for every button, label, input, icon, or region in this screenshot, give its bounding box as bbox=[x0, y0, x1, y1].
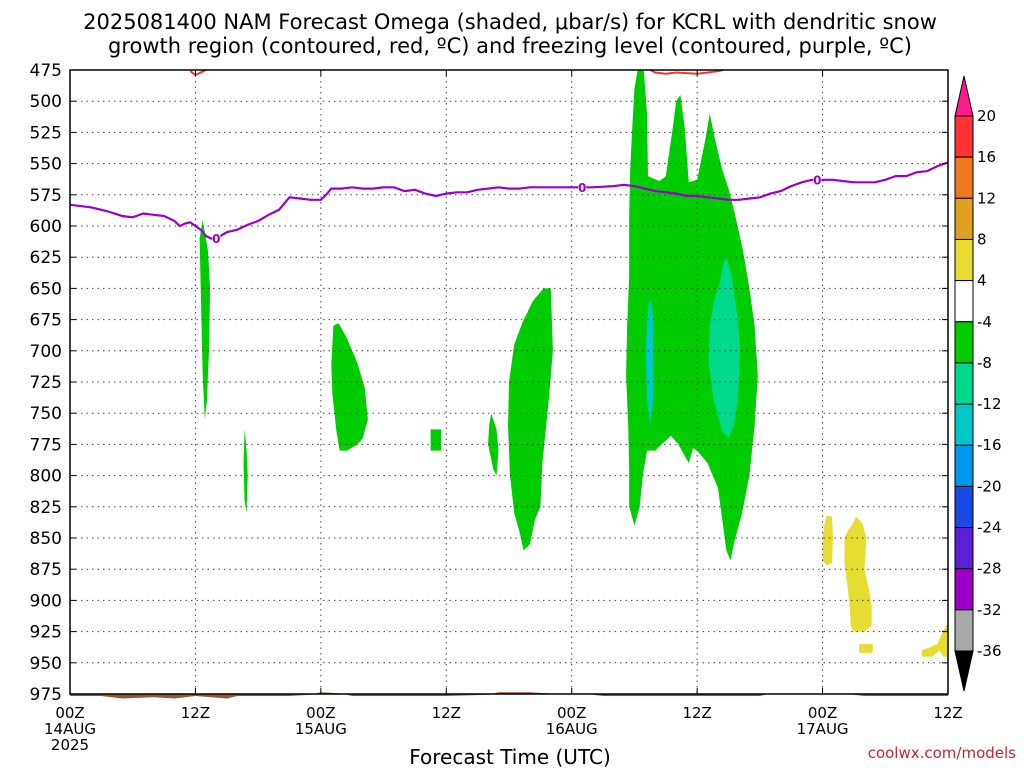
colorbar-label: -4 bbox=[977, 313, 992, 331]
x-axis-label: Forecast Time (UTC) bbox=[409, 745, 611, 768]
colorbar-label: -28 bbox=[977, 560, 1002, 578]
x-tick-label: 12Z bbox=[432, 704, 461, 722]
dgz-contour-1 bbox=[649, 69, 724, 75]
omega-region-green-2 bbox=[331, 323, 368, 451]
y-tick-label: 950 bbox=[30, 654, 62, 674]
colorbar-label: 4 bbox=[977, 272, 987, 290]
freezing-label-bg bbox=[212, 231, 221, 245]
colorbar-label: -32 bbox=[977, 601, 1002, 619]
colorbar-top-arrow bbox=[954, 75, 974, 117]
y-tick-label: 550 bbox=[30, 155, 62, 175]
y-tick-label: 525 bbox=[30, 123, 62, 143]
omega-region-teal-0 bbox=[708, 257, 740, 439]
x-tick-label: 14AUG bbox=[44, 720, 96, 738]
x-tick-label: 16AUG bbox=[546, 720, 598, 738]
y-tick-label: 975 bbox=[30, 685, 62, 705]
colorbar-label: 16 bbox=[977, 148, 996, 166]
y-tick-label: 800 bbox=[30, 467, 62, 487]
x-tick-label: 15AUG bbox=[295, 720, 347, 738]
colorbar-swatch bbox=[954, 485, 974, 529]
colorbar-swatch bbox=[954, 197, 974, 240]
colorbar-swatch bbox=[954, 156, 974, 199]
colorbar-label: -16 bbox=[977, 436, 1002, 454]
omega-region-teal-1 bbox=[645, 300, 654, 426]
x-tick-label: 00Z bbox=[55, 704, 84, 722]
y-tick-label: 875 bbox=[30, 560, 62, 580]
colorbar-swatch bbox=[954, 568, 974, 611]
omega-region-green-6 bbox=[626, 70, 758, 561]
y-tick-label: 825 bbox=[30, 498, 62, 518]
colorbar-label: 8 bbox=[977, 230, 987, 248]
omega-region-green-3 bbox=[430, 429, 442, 451]
y-tick-label: 900 bbox=[30, 591, 62, 611]
grid-lines bbox=[69, 69, 949, 695]
y-tick-label: 675 bbox=[30, 311, 62, 331]
y-tick-label: 625 bbox=[30, 248, 62, 268]
x-tick-label: 00Z bbox=[306, 704, 335, 722]
colorbar-swatch bbox=[954, 115, 974, 158]
x-tick-label: 12Z bbox=[181, 704, 210, 722]
omega-region-green-4 bbox=[488, 413, 499, 476]
contours: 0 0 0 bbox=[69, 69, 949, 246]
y-tick-label: 700 bbox=[30, 342, 62, 362]
y-tick-label: 500 bbox=[30, 92, 62, 112]
y-tick-label: 775 bbox=[30, 435, 62, 455]
y-axis-ticks: 475 500 525 550 575 600 625 650 675 700 725 750 775 8… bbox=[30, 61, 948, 705]
colorbar-label: 12 bbox=[977, 189, 996, 207]
chart-title-line-1: 2025081400 NAM Forecast Omega (shaded, μ… bbox=[83, 10, 937, 34]
freezing-label-bg bbox=[813, 172, 822, 186]
y-tick-label: 575 bbox=[30, 186, 62, 206]
omega-region-green-1 bbox=[243, 429, 248, 513]
colorbar: 20 16 12 8 4 -4 -8 -12 -16 -20 -24 -28 -32 -36 bbox=[954, 75, 1002, 692]
freezing-level-label: 0 bbox=[813, 173, 821, 187]
colorbar-label: -36 bbox=[977, 642, 1002, 660]
colorbar-swatch bbox=[954, 609, 974, 652]
x-tick-label: 00Z bbox=[557, 704, 586, 722]
ground-fill bbox=[70, 692, 948, 699]
omega-region-yellow-1 bbox=[844, 516, 872, 632]
x-tick-label: 00Z bbox=[808, 704, 837, 722]
y-tick-label: 650 bbox=[30, 279, 62, 299]
omega-region-yellow-0 bbox=[822, 515, 833, 566]
freezing-level-label: 0 bbox=[212, 232, 220, 246]
omega-region-yellow-2 bbox=[859, 644, 873, 653]
colorbar-swatch bbox=[954, 238, 974, 282]
chart-title-line-2: growth region (contoured, red, ºC) and f… bbox=[108, 34, 912, 58]
credit-text: coolwx.com/models bbox=[868, 744, 1016, 762]
colorbar-swatch bbox=[954, 321, 974, 364]
y-tick-label: 725 bbox=[30, 373, 62, 393]
freezing-label-bg bbox=[578, 180, 587, 194]
colorbar-label: -24 bbox=[977, 519, 1002, 537]
y-tick-label: 475 bbox=[30, 61, 62, 81]
colorbar-label: -12 bbox=[977, 395, 1002, 413]
colorbar-swatch bbox=[954, 280, 974, 323]
x-tick-label: 12Z bbox=[682, 704, 711, 722]
omega-region-green-5 bbox=[508, 288, 553, 551]
y-tick-label: 600 bbox=[30, 217, 62, 237]
omega-shading bbox=[199, 70, 948, 657]
ground-surface bbox=[70, 692, 948, 699]
freezing-level-line bbox=[69, 161, 949, 240]
colorbar-label: -8 bbox=[977, 354, 992, 372]
colorbar-bottom-arrow bbox=[954, 650, 974, 692]
colorbar-swatch bbox=[954, 527, 974, 570]
x-tick-label: 17AUG bbox=[797, 720, 849, 738]
y-tick-label: 750 bbox=[30, 404, 62, 424]
colorbar-swatch bbox=[954, 362, 974, 405]
omega-region-green-0 bbox=[199, 219, 211, 420]
y-tick-label: 850 bbox=[30, 529, 62, 549]
colorbar-swatch bbox=[954, 403, 974, 446]
omega-region-yellow-3 bbox=[921, 622, 948, 657]
colorbar-label: -20 bbox=[977, 477, 1002, 495]
x-tick-label: 12Z bbox=[933, 704, 962, 722]
freezing-level-label: 0 bbox=[578, 181, 586, 195]
y-tick-label: 925 bbox=[30, 623, 62, 643]
colorbar-swatch bbox=[954, 444, 974, 487]
x-tick-label: 2025 bbox=[51, 736, 89, 754]
dgz-contour-0 bbox=[189, 69, 207, 77]
colorbar-label: 20 bbox=[977, 107, 996, 125]
